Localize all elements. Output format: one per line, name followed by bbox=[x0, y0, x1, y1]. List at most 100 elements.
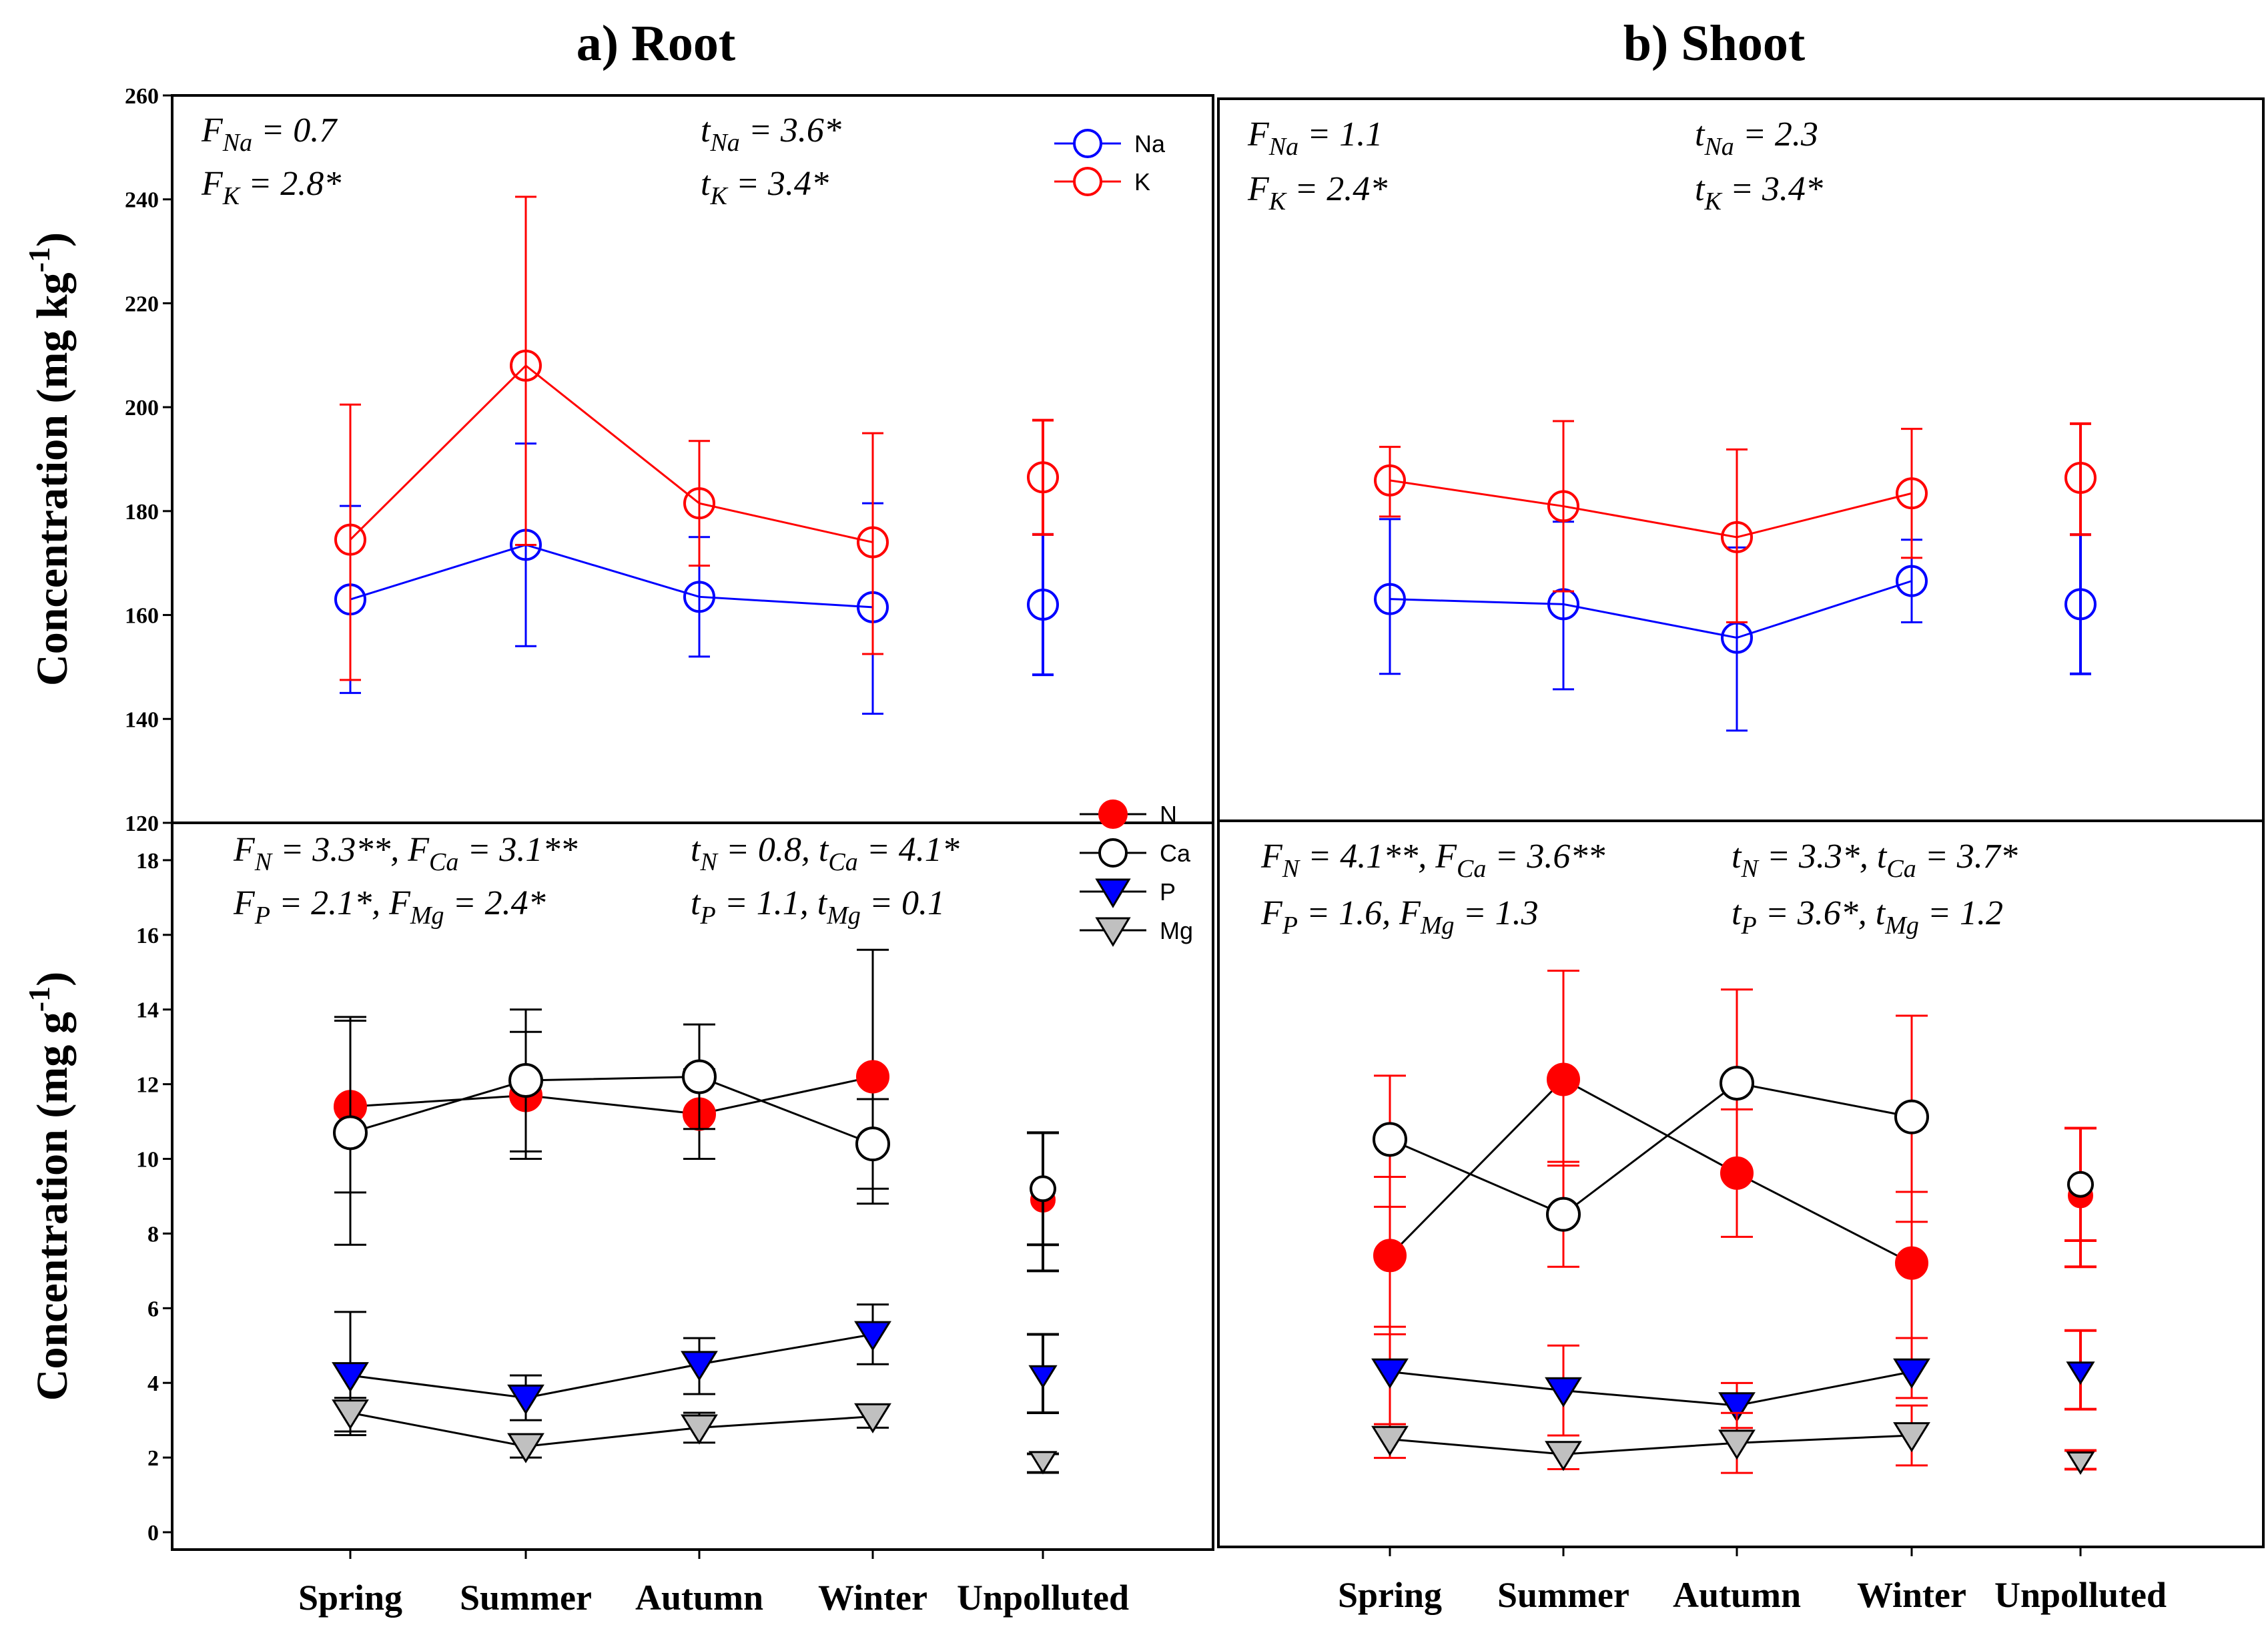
point-ca-winter bbox=[855, 1126, 890, 1162]
y-tick-label: 16 bbox=[136, 924, 159, 948]
point-na-spring bbox=[1374, 583, 1406, 615]
point-n-summer bbox=[1547, 1062, 1580, 1096]
legend-label-n: N bbox=[1160, 801, 1177, 828]
stats-annotations: FN = 4.1**, FCa = 3.6** FP = 1.6, FMg = 1… bbox=[1260, 838, 2018, 940]
point-k-summer bbox=[1547, 490, 1579, 523]
point-k-summer bbox=[510, 349, 542, 382]
point-p-autumn bbox=[681, 1351, 718, 1381]
stat-t-na: tNa = 2.3 bbox=[1695, 115, 1818, 161]
point-n-winter bbox=[856, 1060, 889, 1094]
series-ca bbox=[1373, 988, 2097, 1268]
point-p-winter bbox=[854, 1321, 891, 1351]
x-tick-label-summer: Summer bbox=[460, 1578, 592, 1618]
series-p bbox=[1371, 1325, 2097, 1437]
y-tick-label: 140 bbox=[125, 707, 159, 732]
stat-t-p-mg: tP = 3.6*, tMg = 1.2 bbox=[1732, 894, 2003, 940]
panel-root_ncapmg: 0 2 4 6 8 10 12 14 16 18 Spring Summer Autumn Winter U… bbox=[22, 799, 1214, 1618]
y-tick-label: 4 bbox=[147, 1371, 159, 1396]
y-tick-label: 6 bbox=[147, 1297, 159, 1321]
point-mg-summer bbox=[507, 1433, 544, 1463]
x-tick-label-winter: Winter bbox=[818, 1578, 927, 1618]
point-p-summer bbox=[1545, 1377, 1582, 1407]
panel-shoot_ncapmg: Spring Summer Autumn Winter Unpolluted FN = 4… bbox=[1217, 820, 2265, 1615]
point-p-autumn bbox=[1718, 1392, 1756, 1423]
series-line-n bbox=[350, 1075, 873, 1115]
panel-root_nak: 120 140 160 180 200 220 240 260 a) Root Concentra… bbox=[22, 15, 1214, 836]
legend-marker-na bbox=[1073, 129, 1102, 158]
y-axis-label: Concentration (mg kg-1) bbox=[22, 232, 77, 686]
point-k-unpolluted bbox=[2064, 462, 2097, 495]
point-p-unpolluted bbox=[1028, 1365, 1058, 1389]
point-p-winter bbox=[1893, 1358, 1930, 1389]
point-mg-autumn bbox=[1718, 1429, 1756, 1460]
series-line-ca bbox=[1389, 1082, 1912, 1216]
point-ca-spring bbox=[1373, 1122, 1407, 1157]
point-mg-winter bbox=[1893, 1422, 1930, 1453]
y-tick-label: 10 bbox=[136, 1148, 159, 1173]
stat-t-k: tK = 3.4* bbox=[1695, 170, 1823, 216]
stat-f-p-mg: FP = 2.1*, FMg = 2.4* bbox=[233, 884, 546, 930]
stat-t-n-ca: tN = 3.3*, tCa = 3.7* bbox=[1732, 838, 2018, 883]
y-tick-label: 160 bbox=[125, 604, 159, 629]
point-k-unpolluted bbox=[1027, 461, 1059, 494]
stats-annotations: FN = 3.3**, FCa = 3.1** FP = 2.1*, FMg = … bbox=[233, 831, 960, 930]
point-mg-spring bbox=[332, 1399, 369, 1430]
legend: N Ca P Mg bbox=[1080, 799, 1193, 947]
point-ca-autumn bbox=[682, 1059, 717, 1094]
y-tick-label: 240 bbox=[125, 188, 159, 213]
stat-f-p-mg: FP = 1.6, FMg = 1.3 bbox=[1260, 894, 1539, 940]
point-mg-unpolluted bbox=[2066, 1451, 2095, 1475]
legend-marker-mg bbox=[1095, 917, 1131, 947]
point-n-winter bbox=[1895, 1246, 1928, 1280]
series-line-p bbox=[350, 1333, 873, 1399]
series-line-mg bbox=[350, 1411, 873, 1447]
stat-f-k: FK = 2.8* bbox=[201, 165, 341, 210]
x-tick-label-spring: Spring bbox=[1338, 1575, 1442, 1615]
series-n bbox=[334, 948, 1059, 1273]
y-tick-label: 2 bbox=[147, 1446, 159, 1471]
stat-f-na: FNa = 0.7 bbox=[201, 111, 338, 157]
y-tick-label: 180 bbox=[125, 500, 159, 525]
point-p-summer bbox=[507, 1384, 544, 1415]
stats-annotations: FNa = 1.1 FK = 2.4* tNa = 2.3 tK = 3.4* bbox=[1247, 115, 1823, 216]
stat-f-n-ca: FN = 4.1**, FCa = 3.6** bbox=[1260, 838, 1605, 883]
series-line-ca bbox=[350, 1075, 873, 1145]
stat-f-na: FNa = 1.1 bbox=[1247, 115, 1383, 161]
legend-label-mg: Mg bbox=[1160, 917, 1193, 944]
series-line-na bbox=[1389, 580, 1912, 639]
y-tick-label: 14 bbox=[136, 998, 159, 1023]
x-tick-label-summer: Summer bbox=[1497, 1575, 1629, 1615]
y-axis-label: Concentration (mg g-1) bbox=[22, 972, 77, 1401]
legend-marker-n bbox=[1098, 799, 1128, 829]
series-mg bbox=[332, 1397, 1059, 1475]
point-ca-winter bbox=[1894, 1099, 1929, 1134]
stat-t-na: tNa = 3.6* bbox=[701, 111, 841, 157]
y-tick-label: 18 bbox=[136, 849, 159, 874]
point-mg-summer bbox=[1545, 1441, 1582, 1472]
legend-label-ca: Ca bbox=[1160, 840, 1191, 867]
series-na bbox=[334, 442, 1059, 715]
plot-frame bbox=[1217, 820, 2265, 1548]
point-na-unpolluted bbox=[1027, 589, 1059, 621]
series-mg bbox=[1371, 1404, 2097, 1475]
y-tick-label: 200 bbox=[125, 396, 159, 420]
plot-frame bbox=[171, 822, 1214, 1551]
legend: Na K bbox=[1054, 129, 1166, 196]
point-ca-autumn bbox=[1720, 1066, 1754, 1101]
point-k-winter bbox=[1896, 477, 1928, 510]
series-line-k bbox=[1389, 479, 1912, 539]
legend-marker-ca bbox=[1098, 838, 1128, 868]
point-ca-summer bbox=[508, 1063, 543, 1098]
x-tick-label-winter: Winter bbox=[1857, 1575, 1966, 1615]
x-tick-label-autumn: Autumn bbox=[1673, 1575, 1801, 1615]
legend-label-p: P bbox=[1160, 878, 1176, 906]
point-k-autumn bbox=[683, 487, 715, 520]
stat-f-n-ca: FN = 3.3**, FCa = 3.1** bbox=[233, 831, 577, 876]
point-mg-spring bbox=[1371, 1425, 1409, 1456]
point-ca-unpolluted bbox=[1030, 1175, 1056, 1203]
point-ca-unpolluted bbox=[2067, 1171, 2094, 1198]
series-k bbox=[1374, 420, 2097, 623]
point-p-unpolluted bbox=[2066, 1361, 2095, 1385]
point-na-winter bbox=[1896, 565, 1928, 597]
y-tick-label: 12 bbox=[136, 1073, 159, 1098]
